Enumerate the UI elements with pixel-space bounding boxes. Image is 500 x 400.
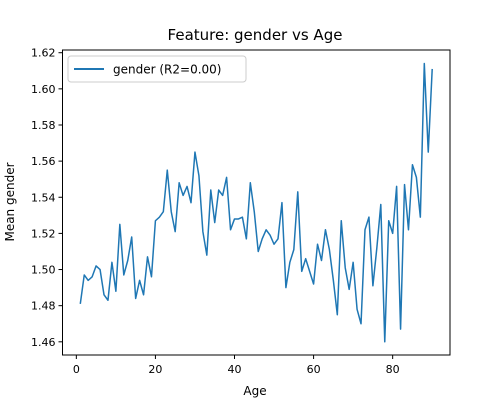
series-layer — [79, 62, 433, 343]
x-axis: 0 20 40 60 80 — [73, 355, 400, 376]
y-tick-label: 1.48 — [31, 300, 56, 313]
x-tick-label: 80 — [386, 363, 400, 376]
chart-title: Feature: gender vs Age — [168, 26, 343, 44]
legend-box — [67, 55, 247, 83]
x-tick-label: 0 — [73, 363, 80, 376]
y-tick-label: 1.46 — [31, 336, 56, 349]
y-tick-label: 1.62 — [31, 47, 56, 60]
legend-label: gender (R2=0.00) — [113, 63, 221, 77]
y-tick-label: 1.58 — [31, 119, 56, 132]
x-tick-label: 40 — [228, 363, 242, 376]
y-tick-label: 1.60 — [31, 83, 56, 96]
y-tick-label: 1.54 — [31, 191, 56, 204]
y-axis: 1.46 1.48 1.50 1.52 1.54 1.56 1.58 1.60 1.62 — [31, 47, 63, 349]
y-tick-label: 1.50 — [31, 264, 56, 277]
y-tick-label: 1.52 — [31, 227, 56, 240]
y-tick-label: 1.56 — [31, 155, 56, 168]
x-tick-label: 60 — [307, 363, 321, 376]
y-axis-label: Mean gender — [3, 162, 17, 241]
x-axis-label: Age — [243, 384, 266, 398]
series-line-0 — [79, 62, 433, 343]
plot-frame — [62, 49, 451, 356]
legend: gender (R2=0.00) — [67, 55, 247, 83]
x-tick-label: 20 — [148, 363, 162, 376]
